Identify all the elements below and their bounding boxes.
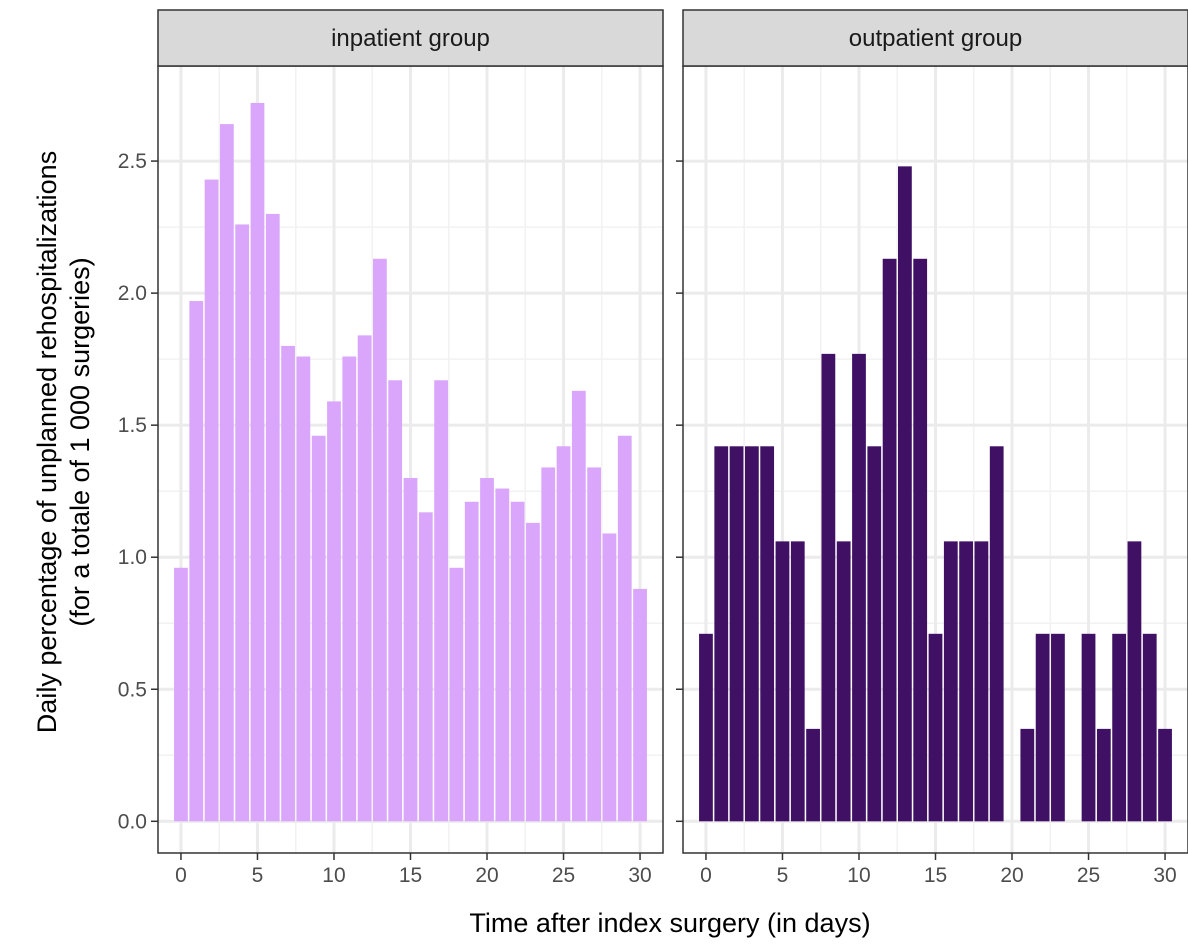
bar xyxy=(357,335,372,822)
bar xyxy=(1142,633,1157,822)
x-tick-label: 20 xyxy=(1000,864,1023,887)
bar xyxy=(898,166,912,822)
bar xyxy=(464,501,479,822)
panel-1: inpatient group 0 5 10 15 20 25 30 0.0 0.5 1.0 1.5 2… xyxy=(118,9,664,887)
bar xyxy=(806,728,820,822)
bar xyxy=(418,512,433,822)
bar xyxy=(204,179,219,822)
bar xyxy=(714,446,729,822)
bar xyxy=(1158,728,1172,822)
facet-strip-label: outpatient group xyxy=(849,25,1022,52)
bar xyxy=(617,435,632,822)
x-tick-label: 25 xyxy=(1077,864,1100,887)
y-tick-label: 1.0 xyxy=(118,546,147,569)
facet-strip xyxy=(682,9,1188,67)
bar xyxy=(541,467,556,822)
bar xyxy=(311,435,326,822)
bar xyxy=(775,541,790,822)
bar xyxy=(1081,633,1096,822)
y-axis-title: Daily percentage of unplanned rehospital… xyxy=(32,151,95,733)
facet-strip-label: inpatient group xyxy=(331,25,490,52)
facet-strip xyxy=(157,9,664,67)
y-tick-label: 2.0 xyxy=(118,282,147,305)
x-tick-label: 5 xyxy=(252,864,264,887)
x-tick-label: 25 xyxy=(552,864,575,887)
bar xyxy=(989,446,1004,822)
bar xyxy=(265,213,280,822)
bar xyxy=(836,541,851,822)
bar xyxy=(1035,633,1050,822)
bar xyxy=(928,633,943,822)
bar xyxy=(729,446,744,822)
bar xyxy=(526,522,540,822)
bar xyxy=(571,390,586,822)
bar xyxy=(943,541,958,822)
panels-layer: inpatient group 0 5 10 15 20 25 30 0.0 0.5 1.0 1.5 2… xyxy=(118,9,1188,887)
x-tick-label: 20 xyxy=(475,864,498,887)
x-tick-label: 30 xyxy=(1153,864,1176,887)
bar xyxy=(1051,633,1065,822)
bar xyxy=(790,541,805,822)
x-axis-title: Time after index surgery (in days) xyxy=(469,908,870,938)
bar xyxy=(1112,633,1127,822)
bar xyxy=(602,533,617,822)
bar xyxy=(867,446,882,822)
x-tick-label: 0 xyxy=(175,864,187,887)
bar xyxy=(1020,728,1035,822)
bar xyxy=(373,258,387,822)
bar xyxy=(633,588,647,822)
bar xyxy=(959,541,973,822)
x-tick-label: 15 xyxy=(399,864,422,887)
y-tick-label: 1.5 xyxy=(118,414,147,437)
bar xyxy=(327,401,341,822)
bar xyxy=(480,477,494,822)
bar xyxy=(1127,541,1142,822)
y-axis-title-line-1: Daily percentage of unplanned rehospital… xyxy=(32,151,62,733)
bar xyxy=(821,353,836,822)
bar xyxy=(1096,728,1111,822)
bar xyxy=(760,446,775,822)
y-tick-label: 2.5 xyxy=(118,150,147,173)
bar xyxy=(296,356,311,822)
bar xyxy=(342,356,357,822)
bar xyxy=(556,446,571,822)
bar xyxy=(495,488,510,822)
x-tick-label: 10 xyxy=(322,864,345,887)
bar xyxy=(403,477,418,822)
x-tick-label: 15 xyxy=(924,864,947,887)
x-tick-label: 30 xyxy=(628,864,651,887)
bar xyxy=(587,467,602,822)
bar xyxy=(281,345,295,822)
bar xyxy=(434,380,448,822)
bar xyxy=(699,633,713,822)
bar xyxy=(388,380,403,822)
x-tick-label: 0 xyxy=(700,864,712,887)
bar xyxy=(189,301,204,822)
bar xyxy=(913,258,928,822)
bar xyxy=(510,501,525,822)
bar xyxy=(974,541,989,822)
x-tick-label: 5 xyxy=(777,864,789,887)
bar xyxy=(882,258,897,822)
bar xyxy=(174,567,188,822)
bar xyxy=(744,446,759,822)
bar xyxy=(235,224,250,822)
y-tick-label: 0.5 xyxy=(118,678,147,701)
bar xyxy=(449,567,464,822)
x-tick-label: 10 xyxy=(847,864,870,887)
y-tick-label: 0.0 xyxy=(118,810,147,833)
bar xyxy=(852,353,866,822)
panel-2: outpatient group 0 5 10 15 20 25 30 xyxy=(676,9,1188,887)
bar xyxy=(219,124,234,822)
bar xyxy=(250,102,265,822)
y-axis-title-line-2: (for a totale of 1 000 surgeries) xyxy=(65,257,95,626)
